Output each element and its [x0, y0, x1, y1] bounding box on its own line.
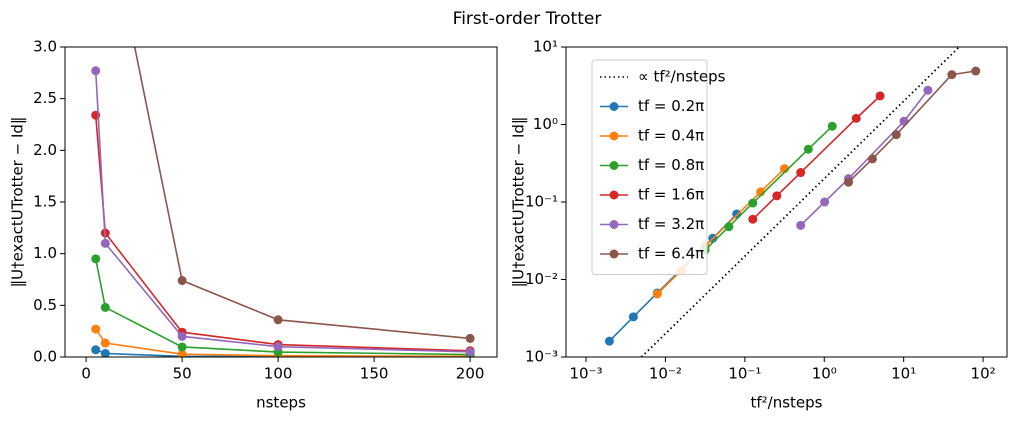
- marker: [273, 315, 283, 325]
- x-tick-label: 50: [173, 365, 192, 383]
- marker: [947, 70, 957, 80]
- x-tick-label: 10⁻³: [569, 365, 602, 383]
- marker: [652, 289, 662, 299]
- marker: [177, 342, 187, 352]
- marker: [772, 191, 782, 201]
- legend-label: tf = 1.6π: [638, 186, 704, 204]
- y-axis-label: ‖U†exactUTrotter − Id‖: [510, 117, 528, 288]
- x-tick-label: 10⁰: [812, 365, 837, 383]
- marker: [177, 331, 187, 341]
- axes-frame: [64, 46, 498, 358]
- y-tick-label: 0.0: [33, 348, 57, 366]
- legend-marker: [609, 190, 619, 200]
- legend-label: tf = 3.2π: [638, 215, 704, 233]
- legend-marker: [609, 131, 619, 141]
- series-line: [94, 70, 471, 353]
- marker: [803, 144, 813, 154]
- marker: [100, 238, 110, 248]
- y-tick-label: 10⁻²: [525, 270, 558, 288]
- marker: [891, 130, 901, 140]
- marker: [971, 66, 981, 76]
- marker: [899, 116, 909, 126]
- marker: [827, 121, 837, 131]
- x-tick-label: 0: [81, 365, 91, 383]
- figure-title: First-order Trotter: [453, 9, 602, 29]
- legend-label: tf = 0.8π: [638, 156, 704, 174]
- marker: [91, 66, 101, 76]
- marker: [465, 333, 475, 343]
- plot-area: [604, 47, 981, 357]
- legend-label: tf = 6.4π: [638, 245, 704, 263]
- x-axis-label: tf²/nsteps: [751, 394, 823, 412]
- marker: [91, 345, 101, 355]
- marker: [923, 85, 933, 95]
- marker: [273, 342, 283, 352]
- x-axis-label: nsteps: [256, 394, 306, 412]
- marker: [604, 336, 614, 346]
- marker: [796, 220, 806, 230]
- series-line: [752, 95, 881, 220]
- series-line: [640, 47, 960, 357]
- marker: [100, 302, 110, 312]
- x-tick-label: 10¹: [891, 365, 916, 383]
- x-tick-label: 10⁻¹: [728, 365, 761, 383]
- legend-marker: [609, 161, 619, 170]
- y-tick-label: 10⁻³: [525, 348, 558, 366]
- series-line: [94, 115, 471, 352]
- y-tick-label: 2.5: [33, 89, 57, 107]
- series-line: [94, 258, 471, 356]
- legend-marker: [609, 249, 619, 259]
- marker: [748, 214, 758, 224]
- x-tick-label: 200: [456, 365, 485, 383]
- plot-area: [91, 47, 475, 357]
- marker: [100, 338, 110, 348]
- y-tick-label: 0.5: [33, 296, 57, 314]
- marker: [867, 154, 877, 164]
- y-tick-label: 1.0: [33, 244, 57, 262]
- legend-marker: [609, 102, 619, 111]
- y-tick-label: 10⁻¹: [525, 193, 558, 211]
- marker: [844, 177, 854, 187]
- marker: [177, 349, 187, 357]
- series-line: [847, 70, 976, 183]
- marker: [91, 324, 101, 334]
- x-tick-label: 150: [360, 365, 389, 383]
- marker: [851, 113, 861, 123]
- y-tick-label: 3.0: [33, 38, 57, 56]
- marker: [724, 222, 734, 232]
- legend-marker: [609, 220, 619, 229]
- marker: [875, 91, 885, 101]
- series-line: [133, 47, 471, 340]
- marker: [628, 312, 638, 322]
- marker: [796, 168, 806, 178]
- marker: [91, 254, 101, 264]
- legend-label: ∝ tf²/nsteps: [638, 68, 726, 86]
- legend-label: tf = 0.2π: [638, 97, 704, 115]
- marker: [748, 198, 758, 208]
- x-tick-label: 10⁻²: [649, 365, 682, 383]
- legend-box: [591, 59, 708, 275]
- y-tick-label: 1.5: [33, 193, 57, 211]
- marker: [732, 209, 742, 219]
- y-tick-label: 2.0: [33, 141, 57, 159]
- legend-label: tf = 0.4π: [638, 127, 704, 145]
- series-line: [704, 125, 833, 251]
- y-tick-label: 10⁰: [533, 115, 558, 133]
- marker: [820, 197, 830, 207]
- x-tick-label: 100: [264, 365, 293, 383]
- x-tick-label: 10²: [971, 365, 996, 383]
- y-tick-label: 10¹: [533, 38, 558, 56]
- y-axis-label: ‖U†exactUTrotter − Id‖: [9, 117, 27, 288]
- marker: [100, 348, 110, 357]
- marker: [177, 276, 187, 286]
- marker: [465, 347, 475, 357]
